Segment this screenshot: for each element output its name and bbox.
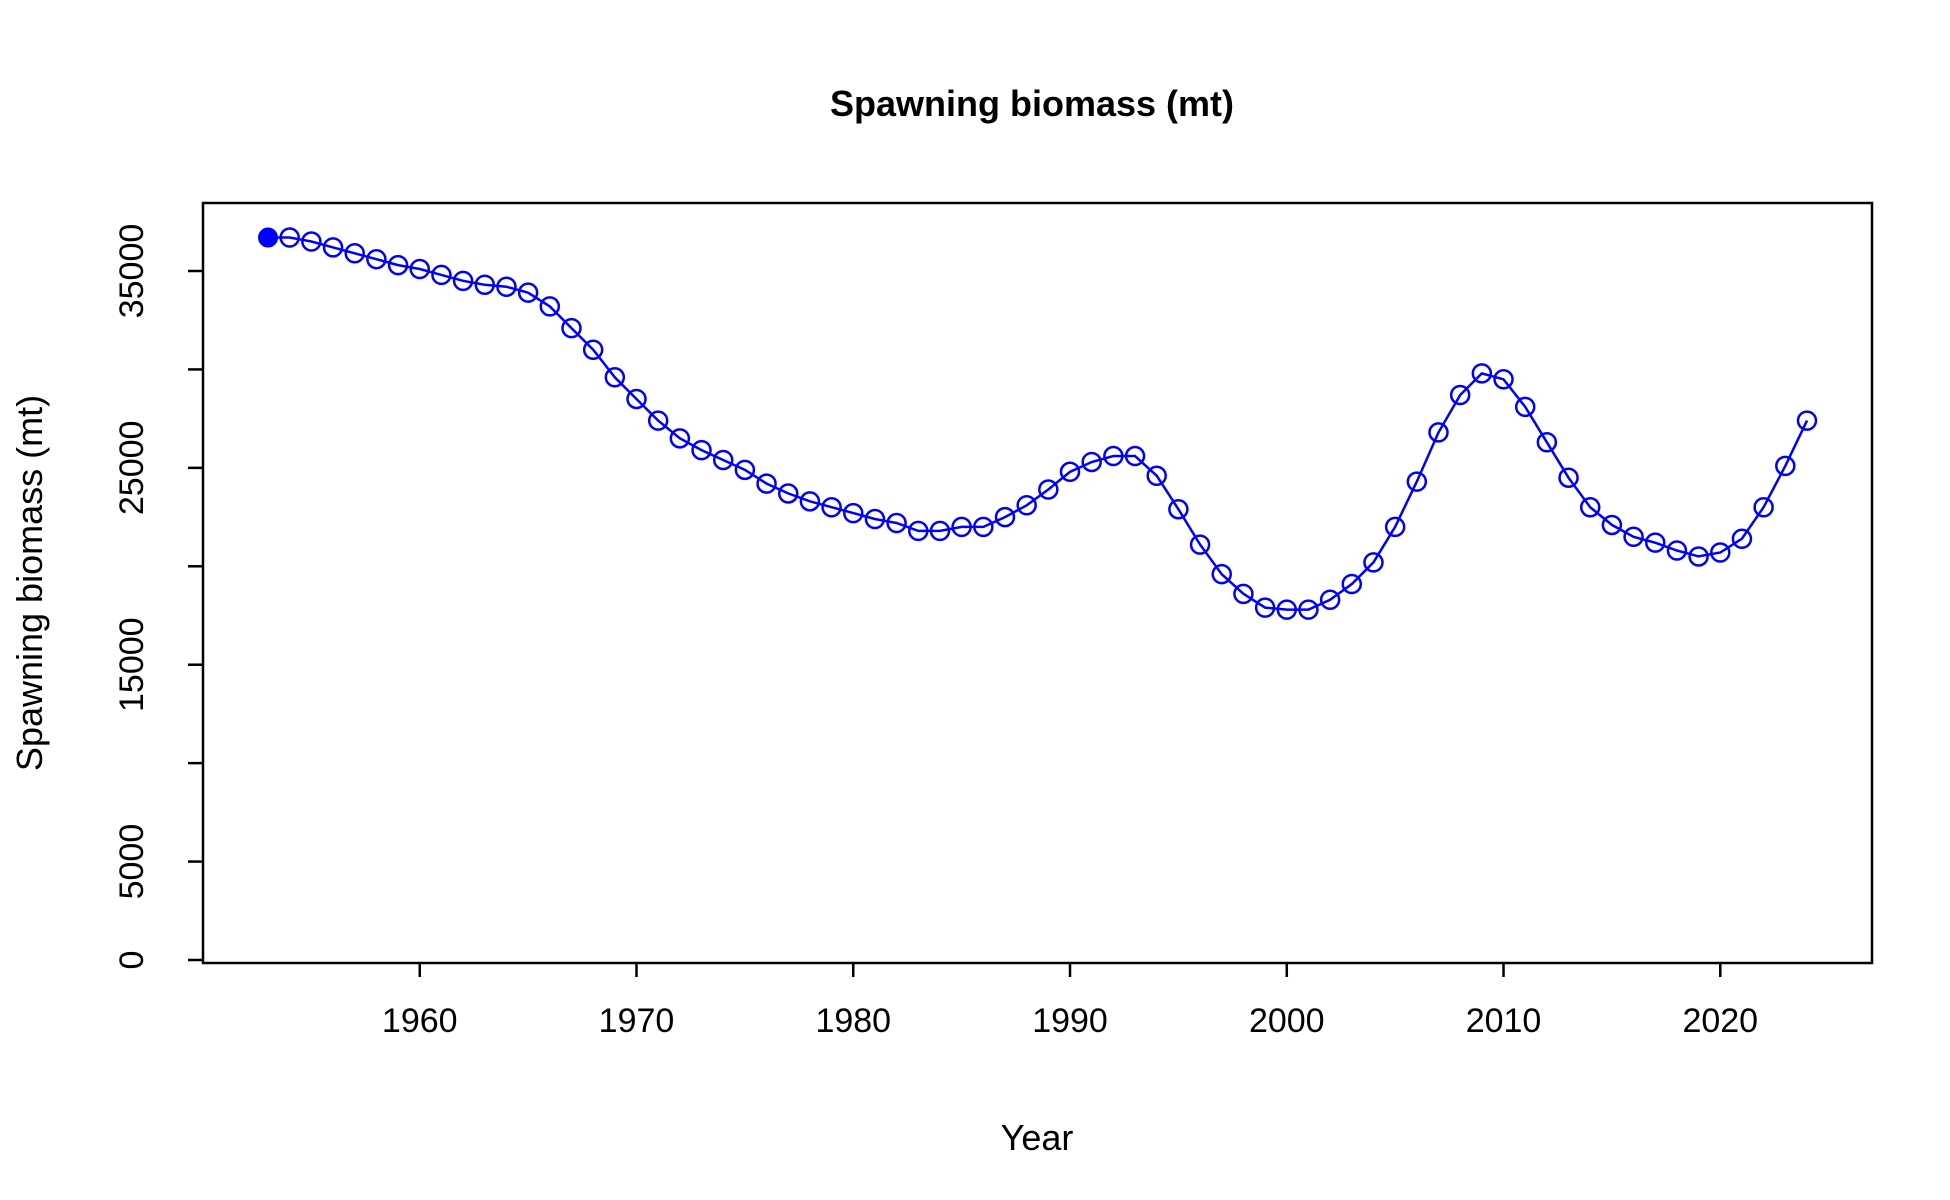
data-point — [431, 264, 452, 286]
x-tick-label: 2000 — [1249, 1002, 1325, 1040]
y-tick-label: 25000 — [113, 421, 151, 516]
data-point — [1471, 363, 1493, 384]
x-tick-label: 2020 — [1682, 1002, 1758, 1040]
data-point — [886, 512, 907, 534]
data-point — [1038, 479, 1059, 500]
data-point — [1254, 597, 1276, 618]
data-point — [366, 248, 387, 270]
data-point — [474, 274, 496, 296]
y-axis-label: Spawning biomass (mt) — [9, 395, 50, 771]
data-point — [1688, 546, 1709, 567]
data-point — [1319, 589, 1341, 611]
data-point — [1644, 532, 1666, 553]
y-tick-label: 15000 — [113, 617, 151, 712]
data-point — [582, 339, 604, 360]
data-point — [821, 496, 842, 518]
data-point — [973, 516, 994, 538]
biomass-series — [258, 227, 1818, 620]
data-point — [1775, 455, 1796, 477]
chart-title: Spawning biomass (mt) — [830, 83, 1234, 124]
data-point — [1384, 516, 1406, 538]
data-point — [647, 410, 669, 431]
x-axis: 1960 1970 1980 1990 2000 2010 2020 — [382, 963, 1758, 1040]
x-tick-label: 1970 — [599, 1002, 675, 1040]
y-tick-label: 5000 — [113, 824, 151, 900]
data-point — [1363, 552, 1384, 573]
data-point — [517, 282, 539, 303]
x-tick-label: 1960 — [382, 1002, 458, 1040]
data-point — [1059, 461, 1081, 483]
data-point — [1211, 563, 1232, 585]
data-point — [669, 428, 691, 449]
y-tick-label: 35000 — [113, 224, 151, 319]
data-point — [1579, 496, 1601, 518]
data-point — [908, 520, 929, 542]
data-point — [994, 506, 1016, 528]
data-point — [1753, 496, 1774, 518]
data-point — [712, 449, 734, 471]
data-point — [777, 483, 799, 504]
data-point — [387, 254, 409, 276]
data-point — [1493, 369, 1514, 390]
x-tick-label: 2010 — [1466, 1002, 1542, 1040]
data-point — [1146, 465, 1167, 486]
data-point — [279, 227, 300, 248]
data-point — [1601, 514, 1623, 536]
data-point — [756, 473, 777, 494]
data-point — [344, 243, 365, 264]
y-axis: 0 5000 15000 25000 35000 — [113, 224, 203, 970]
data-point — [1298, 599, 1319, 620]
data-point — [1536, 432, 1558, 453]
data-point — [539, 296, 561, 317]
data-point — [409, 258, 431, 280]
data-point — [691, 439, 712, 461]
x-axis-label: Year — [1001, 1117, 1074, 1158]
data-point — [301, 231, 322, 252]
data-point — [799, 491, 821, 512]
data-point — [1081, 451, 1102, 473]
data-point — [561, 317, 582, 339]
data-point — [452, 270, 474, 292]
data-point — [496, 276, 517, 297]
data-point — [604, 367, 626, 388]
data-point — [1428, 422, 1449, 443]
data-point — [1233, 583, 1254, 605]
data-point — [1731, 528, 1753, 549]
data-point — [843, 502, 864, 524]
data-point — [1710, 542, 1731, 563]
data-point — [1103, 445, 1124, 467]
data-point — [1276, 599, 1298, 620]
plot-frame — [201, 201, 1874, 965]
data-point — [951, 516, 972, 538]
data-point-filled — [258, 227, 279, 248]
series-line — [268, 236, 1809, 611]
data-point — [1558, 467, 1579, 488]
data-point — [1449, 384, 1471, 406]
data-point — [1189, 534, 1211, 555]
data-point — [1168, 498, 1189, 520]
data-point — [1016, 495, 1037, 516]
data-point — [626, 388, 647, 410]
data-point — [1124, 445, 1146, 467]
data-point — [322, 237, 344, 258]
data-point — [1514, 396, 1536, 418]
data-point — [1666, 540, 1688, 561]
x-tick-label: 1980 — [815, 1002, 891, 1040]
x-tick-label: 1990 — [1032, 1002, 1108, 1040]
data-point — [1341, 573, 1363, 595]
data-point — [1623, 526, 1644, 548]
data-point — [734, 459, 756, 481]
data-point — [929, 520, 951, 542]
data-point — [1406, 471, 1428, 492]
y-tick-label: 0 — [113, 951, 151, 970]
data-point — [1796, 410, 1818, 431]
data-point — [864, 508, 886, 530]
